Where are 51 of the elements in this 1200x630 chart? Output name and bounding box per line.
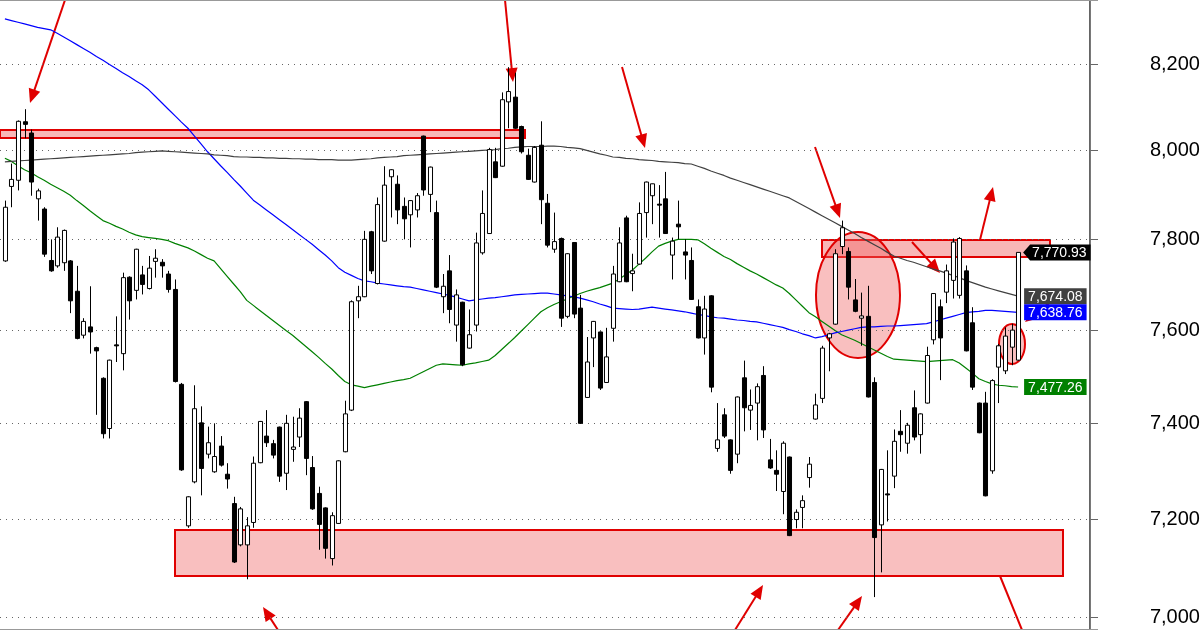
- candlestick: [812, 393, 819, 421]
- candlestick: [858, 292, 865, 347]
- data-label: 7,638.76: [1028, 304, 1083, 321]
- y-tick-label: 8,200: [1149, 52, 1200, 75]
- candlestick: [897, 409, 904, 453]
- candlestick: [799, 494, 806, 529]
- candlestick: [773, 449, 780, 492]
- candlestick: [682, 238, 689, 280]
- candlestick: [205, 426, 212, 459]
- y-tick-label: 7,000: [1149, 605, 1200, 628]
- candlestick: [721, 407, 728, 439]
- data-label: 7,477.26: [1028, 378, 1083, 395]
- candlestick: [943, 264, 950, 304]
- candlestick: [414, 192, 421, 218]
- candlestick: [669, 237, 676, 280]
- y-tick-label: 8,000: [1149, 138, 1200, 161]
- y-tick-label: 7,400: [1149, 410, 1200, 433]
- candlestick: [8, 163, 15, 208]
- candlestick: [388, 168, 395, 218]
- candlestick: [22, 108, 29, 139]
- candlestick: [218, 435, 225, 468]
- candlestick: [904, 422, 911, 455]
- y-tick-label: 7,800: [1149, 226, 1200, 249]
- candlestick: [113, 315, 120, 363]
- candlestick: [152, 248, 159, 279]
- candlestick: [244, 516, 251, 580]
- candlestick: [296, 407, 303, 448]
- candlestick: [551, 212, 558, 254]
- candlestick: [839, 220, 846, 255]
- candlestick: [224, 462, 231, 490]
- candlestick: [590, 320, 597, 368]
- candlestick: [793, 508, 800, 529]
- candlestick: [93, 346, 100, 416]
- candlestick: [211, 422, 218, 474]
- candlestick: [159, 258, 166, 279]
- candlestick: [466, 309, 473, 350]
- candlestick: [165, 270, 172, 294]
- text: 7,770.93: [1032, 244, 1087, 261]
- candlestick: [852, 278, 859, 313]
- candlestick: [87, 285, 94, 355]
- candlestick: [806, 456, 813, 489]
- candlestick: [35, 188, 42, 222]
- candlestick: [146, 255, 153, 290]
- candlestick: [290, 416, 297, 463]
- candlestick: [714, 402, 721, 453]
- candlestick: [995, 343, 1002, 404]
- y-tick-label: 7,200: [1149, 506, 1200, 529]
- y-tick-label: 7,600: [1149, 317, 1200, 340]
- candlestick: [767, 438, 774, 470]
- candlestick: [826, 332, 833, 372]
- data-label: 7,674.08: [1028, 288, 1083, 305]
